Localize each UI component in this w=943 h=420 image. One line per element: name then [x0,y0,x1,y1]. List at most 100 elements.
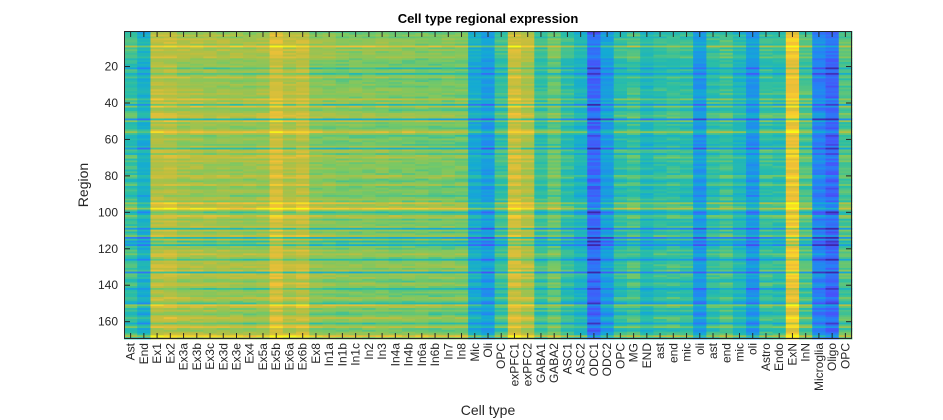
heatmap-cell [163,233,178,236]
heatmap-cell [243,69,257,72]
heatmap-cell [229,36,244,39]
heatmap-cell [163,153,178,156]
heatmap-cell [137,143,151,147]
heatmap-cell [269,103,284,107]
heatmap-cell [243,251,257,254]
heatmap-cell [137,286,151,289]
heatmap-cell [150,85,165,88]
heatmap-cell [229,298,244,302]
heatmap-cell [124,36,138,39]
heatmap-cell [229,89,244,92]
heatmap-cell [163,87,178,90]
heatmap-cell [269,211,284,214]
heatmap-cell [176,113,191,116]
heatmap-cell [243,133,257,136]
heatmap-cell [216,269,231,272]
heatmap-cell [124,229,138,232]
heatmap-cell [269,222,284,225]
heatmap-cell [150,138,165,141]
heatmap-cell [150,140,165,143]
heatmap-cell [269,220,284,223]
heatmap-cell [203,171,218,174]
heatmap-cell [190,116,204,119]
heatmap-cell [243,43,257,46]
heatmap-cell [163,140,178,143]
heatmap-cell [150,58,165,61]
heatmap-cell [256,85,270,88]
heatmap-cell [137,142,151,145]
heatmap-cell [216,114,231,118]
heatmap-cell [176,96,191,99]
heatmap-cell [176,116,191,119]
heatmap-cell [203,260,218,263]
heatmap-cell [176,331,191,334]
heatmap-cell [229,300,244,303]
heatmap-cell [124,78,138,81]
heatmap-cell [203,205,218,209]
heatmap-cell [203,65,218,68]
heatmap-cell [137,215,151,218]
heatmap-cell [229,109,244,112]
heatmap-cell [216,125,231,128]
heatmap-cell [190,256,204,260]
heatmap-cell [190,142,204,145]
heatmap-cell [256,291,270,294]
heatmap-cell [229,169,244,172]
heatmap-cell [150,71,165,74]
heatmap-cell [256,171,270,174]
heatmap-cell [150,328,165,331]
heatmap-cell [216,51,231,54]
heatmap-cell [190,129,204,132]
heatmap-cell [150,191,165,194]
heatmap-cell [243,238,257,241]
heatmap-cell [163,173,178,176]
heatmap-cell [203,138,218,141]
heatmap-cell [163,94,178,98]
heatmap-cell [256,82,270,85]
heatmap-cell [150,47,165,50]
chart-title: Cell type regional expression [398,11,579,26]
heatmap-cell [229,162,244,165]
heatmap-cell [216,140,231,143]
heatmap-cell [203,326,218,329]
heatmap-cell [243,123,257,127]
heatmap-cell [150,246,165,249]
heatmap-cell [243,277,257,280]
heatmap-cell [176,200,191,203]
heatmap-cell [150,189,165,192]
heatmap-cell [124,154,138,158]
heatmap-cell [229,267,244,271]
heatmap-cell [190,140,204,143]
heatmap-cell [137,273,151,276]
heatmap-cell [269,54,284,57]
heatmap-cell [216,60,231,63]
heatmap-cell [150,320,165,323]
heatmap-cell [190,280,204,283]
heatmap-cell [124,309,138,313]
heatmap-cell [229,242,244,245]
heatmap-cell [229,191,244,194]
heatmap-cell [243,267,257,271]
heatmap-cell [124,246,138,249]
heatmap-cell [150,236,165,240]
heatmap-cell [243,120,257,123]
heatmap-cell [190,244,204,247]
heatmap-cell [150,213,165,216]
heatmap-cell [176,136,191,139]
heatmap-cell [203,242,218,245]
heatmap-cell [243,180,257,183]
heatmap-cell [190,43,204,46]
heatmap-cell [229,207,244,210]
heatmap-cell [150,127,165,130]
heatmap-cell [163,113,178,116]
heatmap-cell [269,162,284,165]
heatmap-cell [150,322,165,325]
heatmap-cell [256,38,270,41]
heatmap-cell [190,242,204,245]
heatmap-cell [269,138,284,141]
heatmap-cell [137,184,151,187]
heatmap-cell [176,43,191,46]
heatmap-cell [163,174,178,178]
heatmap-cell [190,100,204,103]
heatmap-cell [203,74,218,77]
